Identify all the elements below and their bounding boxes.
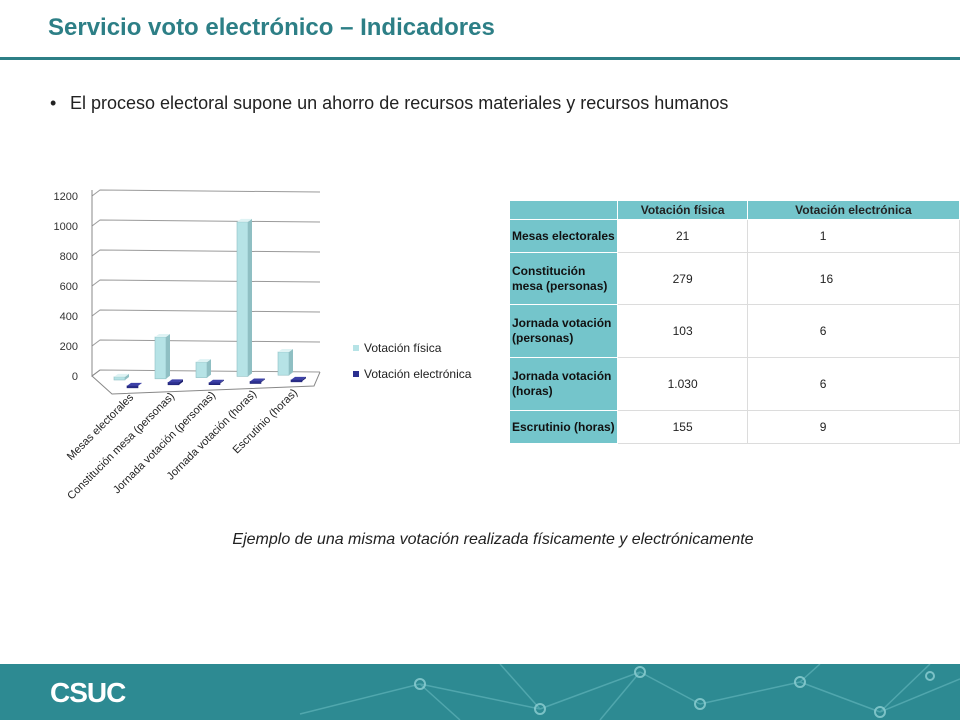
bullet-point: • El proceso electoral supone un ahorro … bbox=[50, 92, 790, 114]
svg-text:CSUC: CSUC bbox=[50, 678, 126, 706]
chart-x-tick-label: Mesas electorales bbox=[65, 391, 137, 463]
bar-electronica bbox=[208, 382, 221, 385]
table-cell-fisica: 21 bbox=[617, 219, 748, 253]
table-row-label: Jornada votación (personas) bbox=[508, 304, 619, 358]
bar-fisica-top bbox=[114, 373, 129, 377]
chart-caption: Ejemplo de una misma votación realizada … bbox=[232, 531, 754, 548]
bar-electronica-top bbox=[291, 376, 306, 380]
table-cell-electronica: 16 bbox=[746, 252, 960, 305]
chart-y-tick-labels: 0 200 400 600 800 1000 1200 bbox=[54, 191, 78, 383]
bar-electronica bbox=[126, 385, 139, 389]
legend-swatch-electronica bbox=[353, 371, 359, 377]
bar-electronica-side bbox=[302, 376, 306, 382]
chart-gridline bbox=[91, 309, 321, 317]
table-cell-fisica: 1.030 bbox=[617, 357, 748, 411]
bullet-text: El proceso electoral supone un ahorro de… bbox=[70, 93, 729, 113]
table-row: Constitución mesa (personas) 279 16 bbox=[508, 252, 960, 305]
comparison-table: Votación física Votación electrónica Mes… bbox=[508, 200, 960, 444]
bar-fisica bbox=[113, 376, 126, 381]
chart-gridline bbox=[91, 279, 321, 287]
table-cell-electronica: 9 bbox=[746, 410, 960, 444]
network-pattern bbox=[299, 664, 960, 720]
table-row: Escrutinio (horas) 155 9 bbox=[508, 410, 960, 444]
bar-electronica-top bbox=[168, 379, 183, 383]
bar-electronica bbox=[249, 381, 262, 384]
chart-gridline bbox=[91, 339, 321, 347]
bar-electronica-top bbox=[209, 379, 224, 383]
chart-y-tick-label: 600 bbox=[60, 281, 78, 293]
chart-grid bbox=[91, 189, 321, 377]
chart-gridline bbox=[91, 189, 321, 197]
bar-electronica bbox=[290, 379, 303, 383]
bar-fisica-side bbox=[248, 218, 252, 377]
chart-y-tick-label: 1200 bbox=[54, 191, 78, 203]
table-row-label: Jornada votación (horas) bbox=[508, 357, 619, 411]
csuc-logo-mark: CSUC bbox=[50, 677, 127, 708]
bar-fisica bbox=[277, 351, 290, 376]
bar-electronica-top bbox=[250, 378, 265, 382]
bar-chart: 0 200 400 600 800 1000 1200 Mesas electoralesC… bbox=[54, 189, 472, 502]
table-row: Jornada votación (personas) 103 6 bbox=[508, 304, 960, 358]
bar-fisica-side bbox=[207, 359, 211, 378]
bar-fisica-top bbox=[196, 359, 211, 363]
bar-fisica bbox=[236, 221, 249, 377]
table-cell-fisica: 103 bbox=[617, 304, 748, 358]
chart-y-tick-label: 800 bbox=[60, 251, 78, 263]
table-cell-fisica: 279 bbox=[617, 252, 748, 305]
table-row-label: Escrutinio (horas) bbox=[508, 410, 619, 444]
table-header-electronica: Votación electrónica bbox=[746, 200, 960, 220]
chart-y-tick-label: 0 bbox=[72, 371, 78, 383]
chart-axes bbox=[91, 190, 321, 395]
bar-electronica-side bbox=[261, 378, 265, 383]
footer-band: CSUC bbox=[0, 664, 960, 720]
bar-fisica-side bbox=[125, 373, 129, 380]
bar-electronica-side bbox=[220, 379, 224, 384]
bar-fisica-top bbox=[237, 218, 252, 222]
chart-gridline bbox=[91, 249, 321, 257]
slide-title: Servicio voto electrónico – Indicadores bbox=[48, 14, 495, 41]
table-cell-electronica: 6 bbox=[746, 357, 960, 411]
chart-y-tick-label: 1000 bbox=[54, 221, 78, 233]
chart-bars bbox=[113, 218, 306, 389]
bar-fisica bbox=[195, 361, 208, 378]
table-header-row: Votación física Votación electrónica bbox=[508, 200, 960, 220]
chart-gridline bbox=[91, 219, 321, 227]
title-divider bbox=[0, 57, 960, 60]
chart-legend: Votación física Votación electrónica bbox=[353, 341, 472, 381]
bar-fisica bbox=[154, 336, 167, 380]
bar-electronica-side bbox=[138, 382, 142, 386]
table-cell-fisica: 155 bbox=[617, 410, 748, 444]
table-cell-electronica: 1 bbox=[746, 219, 960, 253]
table-cell-electronica: 6 bbox=[746, 304, 960, 358]
table-header-corner bbox=[508, 200, 619, 220]
chart-y-tick-label: 400 bbox=[60, 311, 78, 323]
table-row: Mesas electorales 21 1 bbox=[508, 219, 960, 253]
table-row-label: Mesas electorales bbox=[508, 219, 619, 253]
bar-electronica-top bbox=[127, 382, 142, 386]
bar-fisica-top bbox=[155, 333, 170, 337]
bar-electronica-side bbox=[179, 379, 183, 385]
table-row-label: Constitución mesa (personas) bbox=[508, 252, 619, 305]
csuc-logo: CSUC bbox=[50, 677, 128, 711]
bar-electronica bbox=[167, 382, 180, 386]
legend-label-fisica: Votación física bbox=[364, 341, 442, 355]
bar-fisica-top bbox=[278, 348, 293, 352]
bar-fisica-side bbox=[289, 348, 293, 376]
legend-swatch-fisica bbox=[353, 345, 359, 351]
bar-fisica-side bbox=[166, 333, 170, 379]
table-header-fisica: Votación física bbox=[617, 200, 748, 220]
chart-y-tick-label: 200 bbox=[60, 341, 78, 353]
bullet-dot: • bbox=[50, 93, 57, 113]
legend-label-electronica: Votación electrónica bbox=[364, 367, 472, 381]
table-row: Jornada votación (horas) 1.030 6 bbox=[508, 357, 960, 411]
chart-floor bbox=[91, 371, 321, 395]
